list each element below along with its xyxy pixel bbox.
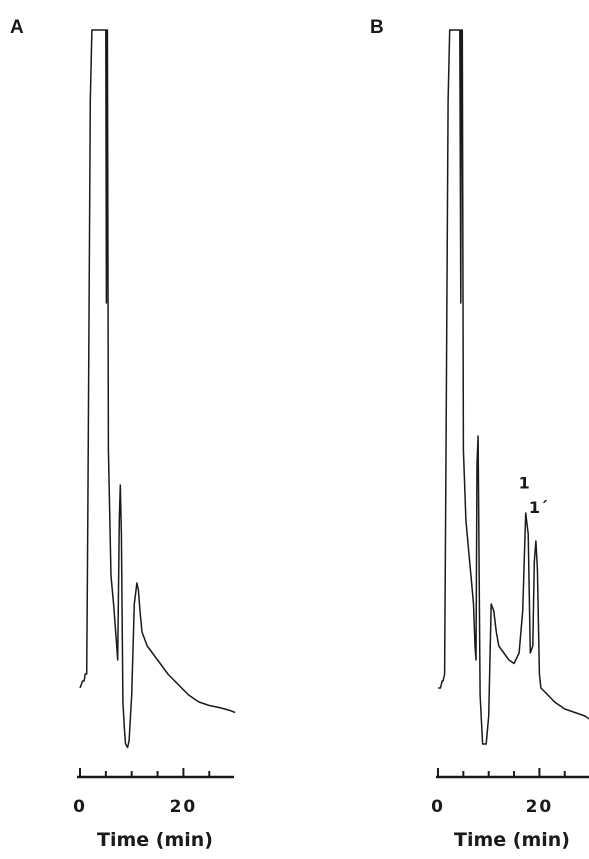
x-tick-label: 0 (431, 797, 445, 817)
x-tick-label: 20 (170, 797, 198, 817)
peak-label: 1 (519, 474, 530, 493)
panel-b: B 0 20 Time (min) 1 1´ (370, 17, 589, 851)
x-axis-title: Time (min) (97, 829, 213, 851)
panel-letter: A (10, 17, 24, 38)
panel-a: A 0 20 Time (min) (10, 17, 236, 851)
x-tick-label: 20 (526, 797, 554, 817)
chromatogram-trace (438, 29, 589, 745)
peak-label: 1´ (529, 498, 548, 517)
panel-letter: B (370, 17, 384, 38)
x-axis-title: Time (min) (454, 829, 570, 851)
chromatogram-trace (79, 29, 236, 749)
x-tick-label: 0 (73, 797, 87, 817)
